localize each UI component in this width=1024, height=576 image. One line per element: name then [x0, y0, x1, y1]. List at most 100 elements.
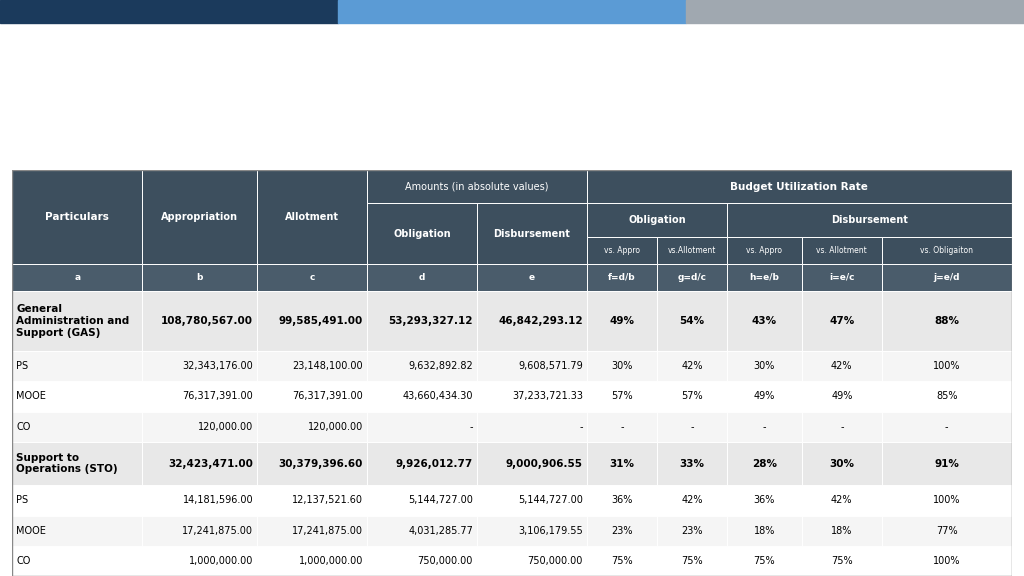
Bar: [802, 351, 882, 381]
Bar: [727, 412, 802, 442]
Bar: [257, 291, 367, 351]
Bar: [882, 516, 1012, 546]
Bar: [727, 486, 802, 516]
Text: 9,608,571.79: 9,608,571.79: [518, 361, 583, 372]
Text: 88%: 88%: [934, 316, 959, 326]
Bar: [477, 412, 587, 442]
Text: Budget Utilization Rate: Budget Utilization Rate: [730, 181, 868, 192]
Bar: [727, 351, 802, 381]
Text: STATUS OF UNUTILIZED FUNDS: STATUS OF UNUTILIZED FUNDS: [26, 53, 657, 87]
Text: vs. Appro: vs. Appro: [604, 246, 640, 255]
Text: -: -: [690, 422, 693, 431]
Text: 5,144,727.00: 5,144,727.00: [409, 495, 473, 506]
Bar: [477, 203, 587, 264]
Text: 120,000.00: 120,000.00: [308, 422, 364, 431]
Bar: [802, 412, 882, 442]
Bar: [142, 516, 257, 546]
Text: -: -: [621, 422, 624, 431]
Text: Obligation: Obligation: [628, 215, 686, 225]
Text: 12,137,521.60: 12,137,521.60: [292, 495, 364, 506]
Text: 33%: 33%: [679, 458, 705, 468]
Text: 57%: 57%: [681, 392, 702, 401]
Bar: [12, 381, 142, 412]
Bar: [367, 170, 587, 203]
Bar: [257, 442, 367, 486]
Text: -: -: [580, 422, 583, 431]
Bar: [727, 442, 802, 486]
Text: 18%: 18%: [754, 526, 775, 536]
Bar: [802, 237, 882, 264]
Text: 28%: 28%: [752, 458, 777, 468]
Bar: [477, 381, 587, 412]
Bar: [257, 351, 367, 381]
Text: 23,148,100.00: 23,148,100.00: [293, 361, 364, 372]
Bar: [727, 291, 802, 351]
Text: 31%: 31%: [609, 458, 635, 468]
Text: 100%: 100%: [933, 556, 961, 566]
Bar: [142, 546, 257, 576]
Text: 9,632,892.82: 9,632,892.82: [409, 361, 473, 372]
Bar: [142, 486, 257, 516]
Text: 1,000,000.00: 1,000,000.00: [188, 556, 253, 566]
Bar: [142, 442, 257, 486]
Text: 30,379,396.60: 30,379,396.60: [279, 458, 364, 468]
Text: 75%: 75%: [611, 556, 633, 566]
Bar: [657, 264, 727, 291]
Text: CO: CO: [16, 556, 31, 566]
Bar: [257, 381, 367, 412]
Bar: [657, 412, 727, 442]
Text: Obligation: Obligation: [393, 229, 451, 238]
Text: vs. Appro: vs. Appro: [746, 246, 782, 255]
Text: Particulars: Particulars: [45, 212, 110, 222]
Bar: [587, 546, 657, 576]
Bar: [657, 486, 727, 516]
Bar: [657, 381, 727, 412]
Text: Support to
Operations (STO): Support to Operations (STO): [16, 453, 118, 475]
Bar: [587, 291, 657, 351]
Bar: [727, 264, 802, 291]
Bar: [882, 291, 1012, 351]
Text: 75%: 75%: [681, 556, 702, 566]
Bar: [727, 381, 802, 412]
Text: 17,241,875.00: 17,241,875.00: [182, 526, 253, 536]
Bar: [142, 291, 257, 351]
Text: 14,181,596.00: 14,181,596.00: [182, 495, 253, 506]
Bar: [587, 412, 657, 442]
Bar: [257, 486, 367, 516]
Text: 42%: 42%: [831, 495, 853, 506]
Text: 77%: 77%: [936, 526, 957, 536]
Text: 75%: 75%: [831, 556, 853, 566]
Text: Allotment: Allotment: [285, 212, 339, 222]
Text: 30%: 30%: [829, 458, 854, 468]
Text: b: b: [197, 273, 203, 282]
Text: a: a: [74, 273, 80, 282]
Bar: [257, 516, 367, 546]
Text: FY 2023 APPROPRIATIONS AS OF JUNE 16, 2023: FY 2023 APPROPRIATIONS AS OF JUNE 16, 20…: [26, 118, 584, 138]
Text: Amounts (in absolute values): Amounts (in absolute values): [406, 181, 549, 192]
Bar: [477, 291, 587, 351]
Text: MOOE: MOOE: [16, 392, 46, 401]
Text: 30%: 30%: [754, 361, 775, 372]
Text: PS: PS: [16, 495, 29, 506]
Bar: [367, 291, 477, 351]
Bar: [367, 351, 477, 381]
Text: f=d/b: f=d/b: [608, 273, 636, 282]
Bar: [367, 203, 477, 264]
Bar: [12, 516, 142, 546]
Text: Appropriation: Appropriation: [161, 212, 239, 222]
Bar: [587, 516, 657, 546]
Bar: [12, 170, 142, 264]
Text: 43%: 43%: [752, 316, 777, 326]
Bar: [0, 0, 338, 23]
Text: 57%: 57%: [611, 392, 633, 401]
Text: -: -: [840, 422, 844, 431]
Text: 18%: 18%: [831, 526, 853, 536]
Text: i=e/c: i=e/c: [829, 273, 855, 282]
Text: 46,842,293.12: 46,842,293.12: [499, 316, 583, 326]
Text: 4,031,285.77: 4,031,285.77: [409, 526, 473, 536]
Text: 100%: 100%: [933, 361, 961, 372]
Bar: [882, 381, 1012, 412]
Bar: [142, 381, 257, 412]
Bar: [802, 381, 882, 412]
Bar: [802, 546, 882, 576]
